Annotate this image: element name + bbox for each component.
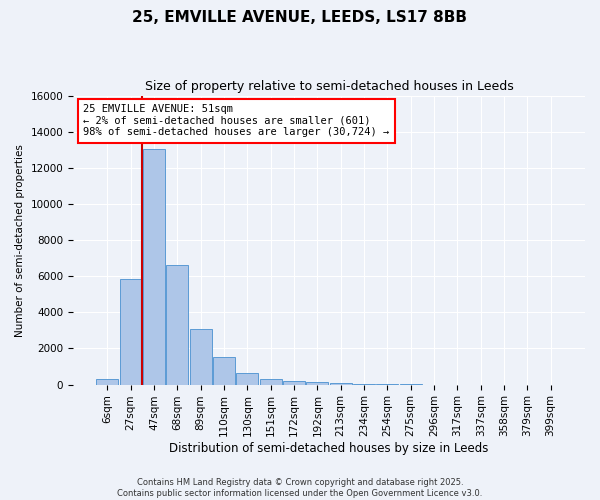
X-axis label: Distribution of semi-detached houses by size in Leeds: Distribution of semi-detached houses by …	[169, 442, 489, 455]
Bar	[143, 149, 165, 384]
Bar	[236, 374, 259, 384]
Bar	[166, 266, 188, 384]
Text: Contains HM Land Registry data © Crown copyright and database right 2025.
Contai: Contains HM Land Registry data © Crown c…	[118, 478, 482, 498]
Bar	[329, 383, 352, 384]
Bar	[119, 279, 142, 384]
Bar	[213, 358, 235, 384]
Bar	[260, 379, 282, 384]
Text: 25 EMVILLE AVENUE: 51sqm
← 2% of semi-detached houses are smaller (601)
98% of s: 25 EMVILLE AVENUE: 51sqm ← 2% of semi-de…	[83, 104, 389, 138]
Bar	[96, 379, 118, 384]
Bar	[190, 330, 212, 384]
Y-axis label: Number of semi-detached properties: Number of semi-detached properties	[15, 144, 25, 336]
Bar	[283, 381, 305, 384]
Bar	[306, 382, 328, 384]
Text: 25, EMVILLE AVENUE, LEEDS, LS17 8BB: 25, EMVILLE AVENUE, LEEDS, LS17 8BB	[133, 10, 467, 25]
Title: Size of property relative to semi-detached houses in Leeds: Size of property relative to semi-detach…	[145, 80, 514, 93]
